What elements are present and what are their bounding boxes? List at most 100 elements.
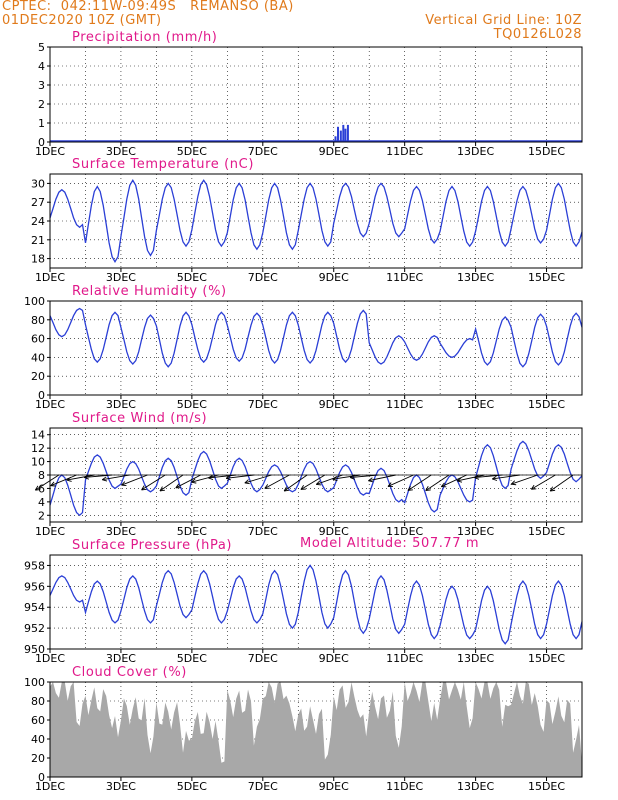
wind-arrow-head [549,486,556,492]
y-tick-label: 30 [31,177,45,190]
header-code: TQ0126L028 [493,27,582,42]
header-station: CPTEC: 042:11W-09:49S REMANSO (BA) [2,0,294,14]
y-tick-label: 60 [31,333,45,346]
y-tick-label: 80 [31,695,45,708]
y-tick-label: 958 [24,559,45,572]
series-line [49,307,583,368]
x-tick-label: 3DEC [106,780,136,793]
wind-arrow [387,474,414,487]
series-line [49,179,583,263]
wind-arrow-head [510,480,517,486]
precip-bar [334,136,337,142]
y-tick-label: 20 [31,370,45,383]
wind-arrow-head [83,474,90,480]
x-tick-label: 7DEC [248,652,278,665]
precip-bar [336,126,339,142]
panel-title: Surface Pressure (hPa) [72,538,232,553]
x-tick-label: 5DEC [177,525,207,538]
x-tick-label: 7DEC [248,271,278,284]
wind-arrow [549,474,574,492]
x-tick-label: 9DEC [319,525,349,538]
x-tick-label: 3DEC [106,652,136,665]
wind-arrow-head [50,481,56,487]
wind-arrow [407,474,432,491]
wind-arrow [283,474,308,492]
y-tick-label: 6 [38,482,45,495]
panel-3: 0 20 40 60 80 100 1DEC 3DEC 5DEC 7DEC 9DEC 11DEC 13D… [24,284,583,411]
x-tick-label: 11DEC [386,271,423,284]
wind-arrow [332,474,361,480]
wind-arrow-head [34,485,41,491]
wind-arrow [425,474,450,491]
panel-frame [49,681,583,778]
series-line [49,440,583,517]
x-tick-label: 5DEC [177,652,207,665]
x-tick-label: 9DEC [319,780,349,793]
x-tick-label: 7DEC [248,398,278,411]
y-tick-label: 100 [24,295,45,308]
y-tick-label: 952 [24,622,45,635]
wind-arrow-head [387,482,393,488]
wind-arrow [316,474,343,485]
x-tick-label: 15DEC [528,271,565,284]
wind-arrow-head [264,484,270,489]
wind-arrow [141,474,166,491]
y-tick-label: 956 [24,580,45,593]
x-tick-label: 7DEC [248,525,278,538]
wind-arrow [531,474,556,490]
precip-bar [342,124,345,142]
x-tick-label: 9DEC [319,652,349,665]
x-tick-label: 7DEC [248,145,278,158]
wind-arrow-head [66,476,72,482]
panel-2: 18 21 24 27 30 1DEC 3DEC 5DEC 7DEC 9DEC 11DEC 13DEC… [31,157,583,284]
y-tick-label: 60 [31,714,45,727]
y-tick-label: 954 [24,601,45,614]
y-tick-label: 0 [38,389,45,402]
wind-arrow [121,474,148,486]
wind-arrow [457,474,485,482]
wind-arrow-head [191,478,197,484]
wind-arrow [84,474,113,478]
wind-arrow [66,474,95,481]
y-tick-label: 5 [38,41,45,54]
panel-1: 0 1 2 3 4 5 1DEC 3DEC 5DEC 7DEC 9DEC 11DEC 13DEC 15DE… [35,30,583,158]
y-tick-label: 18 [31,253,45,266]
wind-arrow [35,474,60,491]
precip-bar [346,124,349,142]
x-tick-label: 11DEC [386,780,423,793]
x-tick-label: 7DEC [248,780,278,793]
header-grid-line: Vertical Grid Line: 10Z [425,13,582,28]
x-tick-label: 3DEC [106,398,136,411]
y-tick-label: 40 [31,733,45,746]
cloud-cover-area [50,682,582,777]
wind-arrow-head [349,474,356,480]
x-tick-label: 5DEC [177,271,207,284]
panel-frame [49,554,583,650]
y-tick-label: 2 [38,98,45,111]
wind-arrow [441,474,467,488]
wind-arrow [102,474,130,481]
wind-arrow-head [474,474,480,480]
y-tick-label: 100 [24,676,45,689]
wind-arrow-head [315,480,322,486]
x-tick-label: 5DEC [177,398,207,411]
x-tick-label: 11DEC [386,145,423,158]
x-tick-label: 13DEC [457,271,494,284]
wind-arrow-head [101,476,108,482]
panel-frame [49,46,583,143]
wind-arrow [159,474,184,492]
wind-arrow [50,474,77,487]
x-tick-label: 15DEC [528,652,565,665]
wind-arrow [350,474,379,478]
wind-arrow-head [368,477,374,483]
y-tick-label: 40 [31,351,45,364]
wind-arrow-head [175,483,181,489]
x-tick-label: 13DEC [457,398,494,411]
wind-arrow-head [530,484,537,490]
x-tick-label: 5DEC [177,145,207,158]
wind-arrow [511,474,538,485]
y-tick-label: 3 [38,79,45,92]
wind-arrow-head [425,486,431,492]
y-tick-label: 4 [38,60,45,73]
